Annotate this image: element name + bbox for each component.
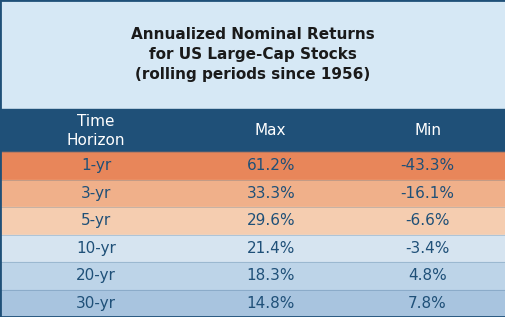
Bar (0, 109, 505, 152)
Text: 33.3%: 33.3% (246, 186, 294, 201)
Text: 18.3%: 18.3% (246, 268, 294, 283)
Text: 3-yr: 3-yr (81, 186, 111, 201)
Text: Min: Min (413, 123, 440, 138)
Text: 29.6%: 29.6% (246, 213, 294, 228)
Bar (0, 180, 505, 207)
Text: -16.1%: -16.1% (400, 186, 453, 201)
Text: 5-yr: 5-yr (81, 213, 111, 228)
Text: 1-yr: 1-yr (81, 158, 111, 173)
Bar (0, 152, 505, 180)
Text: -43.3%: -43.3% (400, 158, 453, 173)
Bar (0, 207, 505, 235)
Text: 30-yr: 30-yr (76, 296, 116, 311)
Text: 4.8%: 4.8% (408, 268, 446, 283)
Text: -3.4%: -3.4% (405, 241, 449, 256)
Text: 14.8%: 14.8% (246, 296, 294, 311)
Bar (0, 235, 505, 262)
Text: Max: Max (255, 123, 286, 138)
Bar (0, 289, 505, 317)
Text: Annualized Nominal Returns
for US Large-Cap Stocks
(rolling periods since 1956): Annualized Nominal Returns for US Large-… (131, 27, 374, 82)
Bar (0, 0, 505, 109)
Text: 21.4%: 21.4% (246, 241, 294, 256)
Text: -6.6%: -6.6% (405, 213, 449, 228)
Text: Time
Horizon: Time Horizon (67, 114, 125, 147)
Text: 7.8%: 7.8% (408, 296, 446, 311)
Bar (0, 262, 505, 289)
Text: 61.2%: 61.2% (246, 158, 294, 173)
Text: 10-yr: 10-yr (76, 241, 116, 256)
Text: 20-yr: 20-yr (76, 268, 116, 283)
